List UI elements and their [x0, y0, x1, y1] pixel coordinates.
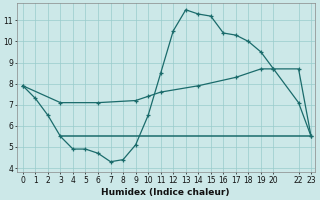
- X-axis label: Humidex (Indice chaleur): Humidex (Indice chaleur): [101, 188, 230, 197]
